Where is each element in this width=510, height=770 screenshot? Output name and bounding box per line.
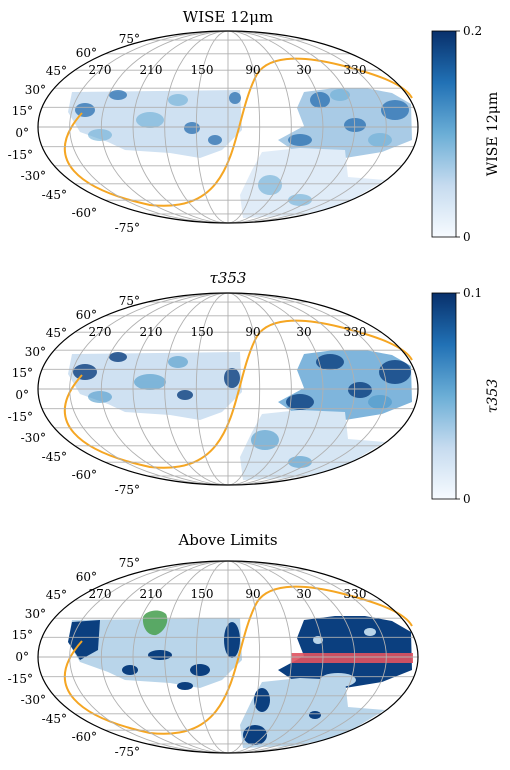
colorbar-gradient-bar [431,30,457,238]
lon-label: 210 [140,63,163,77]
lat-label: 60° [76,570,97,584]
lat-label: -30° [21,693,46,707]
sky-map [37,560,419,754]
red-band [291,653,413,663]
lat-label: -15° [8,148,33,162]
lon-label: 330 [344,63,367,77]
longitude-labels: 270 210 150 90 30 330 [89,325,367,339]
lat-label: -75° [115,221,140,235]
lat-label: 45° [46,326,67,340]
colorbar-label: τ353 [485,379,501,414]
lon-label: 30 [296,63,311,77]
lon-label: 330 [344,587,367,601]
lat-label: 75° [119,556,140,570]
colorbar-max-label: 0.1 [463,286,482,300]
colorbar-min-label: 0 [463,230,471,244]
lat-label: -15° [8,672,33,686]
latitude-labels: 75° 60° 45° 30° 15° 0° -15° -30° -45° -6… [8,32,140,235]
panel-title: τ353 [210,269,247,287]
lat-label: 15° [12,628,33,642]
texture-mid [88,356,392,468]
lon-label: 210 [140,325,163,339]
lat-label: -45° [42,450,67,464]
lat-label: -15° [8,410,33,424]
lon-label: 150 [191,587,214,601]
lon-label: 330 [344,325,367,339]
map-border [37,560,419,754]
green-region [142,610,168,636]
latitude-labels: 75° 60° 45° 30° 15° 0° -15° -30° -45° -6… [8,294,140,497]
panel-tau353: τ353 [8,269,501,506]
longitude-labels: 270 210 150 90 30 330 [89,63,367,77]
panel-title: WISE 12μm [183,8,273,26]
lon-label: 150 [191,63,214,77]
ecliptic-curve [63,585,413,735]
sky-map [37,30,419,224]
lat-label: -45° [42,188,67,202]
lon-label: 270 [89,587,112,601]
colorbar-label: WISE 12μm [485,92,501,176]
lat-label: 15° [12,366,33,380]
lat-label: 15° [12,104,33,118]
lat-label: 0° [15,126,29,140]
colorbar: 0.2 0 WISE 12μm [431,24,501,244]
lon-label: 30 [296,587,311,601]
lon-label: 210 [140,587,163,601]
lat-label: 0° [15,650,29,664]
lat-label: -60° [72,730,97,744]
panel-above-limits: Above Limits [8,531,419,759]
colorbar-gradient-bar [431,292,457,500]
lat-label: -30° [21,431,46,445]
lat-label: 60° [76,308,97,322]
region-north-right [278,616,412,688]
lat-label: -75° [115,745,140,759]
lat-label: 30° [25,83,46,97]
lat-label: -45° [42,712,67,726]
lat-label: -60° [72,206,97,220]
panel-wise: WISE 12μm [8,8,501,244]
lon-label: 270 [89,63,112,77]
lon-label: 150 [191,325,214,339]
longitude-labels: 270 210 150 90 30 330 [89,587,367,601]
lat-label: 30° [25,345,46,359]
lat-label: -75° [115,483,140,497]
lat-label: 60° [76,46,97,60]
latitude-labels: 75° 60° 45° 30° 15° 0° -15° -30° -45° -6… [8,556,140,759]
colorbar-min-label: 0 [463,492,471,506]
lon-label: 30 [296,325,311,339]
panel-title: Above Limits [177,531,277,549]
lon-label: 90 [245,587,260,601]
lat-label: 75° [119,294,140,308]
lat-label: 30° [25,607,46,621]
texture-mid [88,89,392,206]
map-border [37,30,419,224]
colorbar-max-label: 0.2 [463,24,482,38]
lat-label: 45° [46,588,67,602]
lat-label: -60° [72,468,97,482]
lon-label: 270 [89,325,112,339]
sky-map [37,292,419,486]
lat-label: 0° [15,388,29,402]
map-border [37,292,419,486]
lon-label: 90 [245,63,260,77]
texture-dark [73,352,411,410]
lat-label: 75° [119,32,140,46]
colorbar: 0.1 0 τ353 [431,286,501,506]
lon-label: 90 [245,325,260,339]
lat-label: -30° [21,169,46,183]
lat-label: 45° [46,64,67,78]
